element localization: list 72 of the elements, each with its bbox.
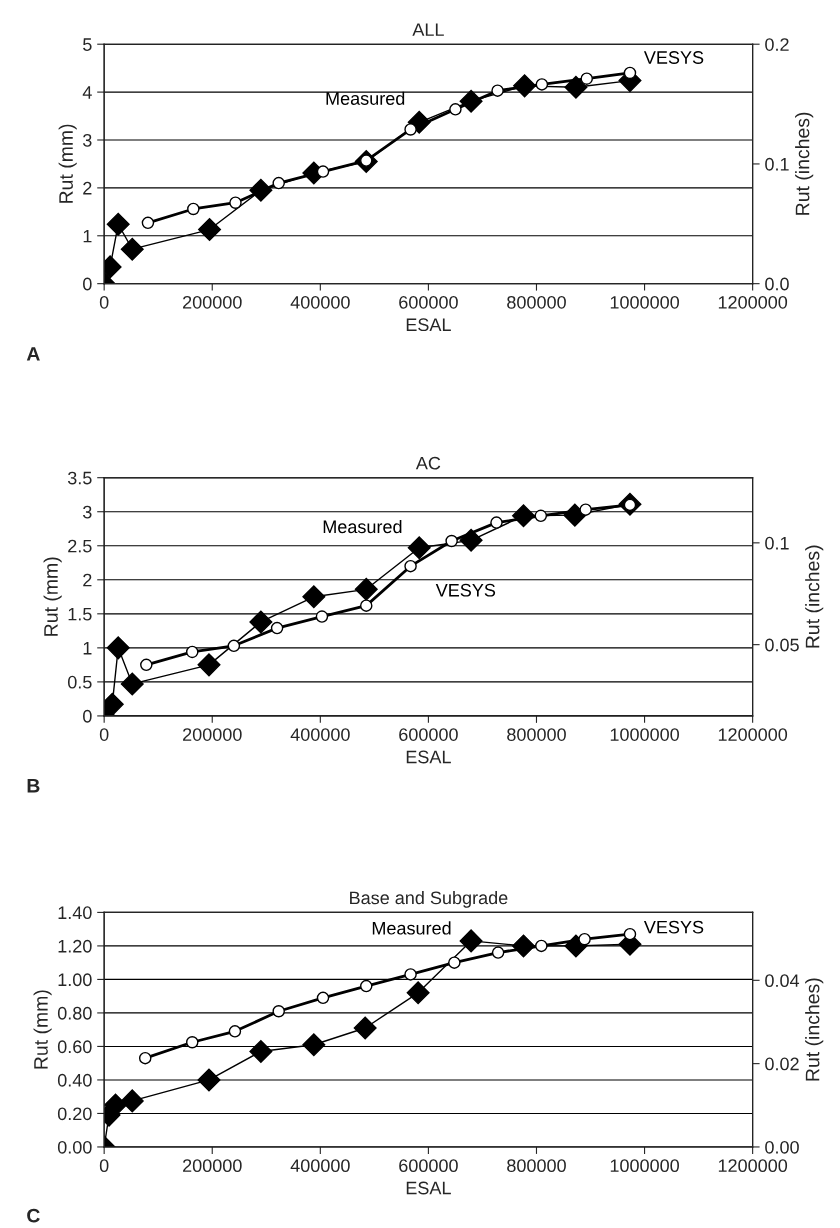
y2-tick-label: 0.1 [765,157,789,171]
y-tick-label: 0 [83,709,92,723]
y-axis-title: Rut (mm) [33,990,52,1069]
x-axis-title: ESAL [406,1181,451,1195]
x-tick-label: 400000 [290,1159,350,1173]
x-tick-label: 0 [99,295,109,309]
x-tick-label: 1200000 [718,295,788,309]
y-tick-label: 0.5 [67,675,92,689]
y-tick-label: 2.5 [68,539,92,553]
series-label: VESYS [643,51,704,64]
y-tick-label: 1.00 [58,973,92,987]
y2-axis-title: Rut (inches) [795,112,814,215]
x-tick-label: 1200000 [718,728,788,741]
x-axis-title: ESAL [406,318,451,332]
y2-tick-label: 0.1 [765,536,789,550]
text: C [27,1208,40,1223]
x-axis-title: ESAL [406,750,451,764]
y-tick-label: 1.5 [68,607,92,621]
series-label: Measured [326,91,405,105]
x-tick-label: 1000000 [610,728,679,741]
x-tick-label: 600000 [399,295,458,309]
x-tick-label: 1000000 [610,295,679,309]
y2-tick-label: 0.04 [765,974,800,988]
x-tick-label: 0 [99,1159,109,1173]
y-axis-title: Rut (mm) [43,557,62,636]
y-tick-label: 2 [83,181,92,195]
y-tick-label: 2 [83,573,92,587]
y-tick-label: 1.40 [58,906,92,920]
series-label: Measured [372,921,451,935]
x-tick-label: 800000 [507,295,566,309]
y-tick-label: 0.80 [57,1006,92,1020]
y-tick-label: 1 [83,641,92,655]
x-tick-label: 200000 [183,728,242,741]
y2-axis-title: Rut (inches) [805,978,824,1081]
y-tick-label: 0.60 [57,1040,92,1054]
series-label: VESYS [435,583,496,597]
x-tick-label: 600000 [399,1159,458,1173]
y2-tick-label: 0.00 [765,1140,799,1154]
y2-tick-label: 0.02 [765,1057,799,1071]
y2-axis-title: Rut (inches) [805,545,824,648]
text: A [26,347,40,361]
chart-title: Base and Subgrade [350,890,508,908]
x-tick-label: 800000 [507,728,566,741]
y-axis-title: Rut (mm) [58,124,77,203]
x-tick-label: 400000 [290,728,350,741]
x-tick-label: 1000000 [610,1159,679,1173]
y-tick-label: 3 [83,505,92,519]
y-tick-label: 0 [83,277,92,291]
x-tick-label: 0 [99,728,109,741]
y-tick-label: 0.20 [57,1107,92,1121]
text: B [27,779,40,793]
x-tick-label: 1200000 [718,1159,788,1173]
series-label: Measured [323,519,402,534]
y2-tick-label: 0.05 [765,638,799,652]
chart-title: ALL [412,23,444,36]
y-tick-label: 0.00 [57,1140,92,1154]
y-tick-label: 3 [83,133,92,147]
y-tick-label: 4 [82,86,92,99]
y-tick-label: 0.40 [57,1073,92,1087]
x-tick-label: 200000 [183,295,242,309]
y-tick-label: 3.5 [67,471,92,485]
x-tick-label: 600000 [399,728,458,741]
chart-title: AC [415,456,441,470]
x-tick-label: 200000 [183,1159,242,1173]
series-label: VESYS [643,920,704,934]
y-tick-label: 1.20 [58,939,92,953]
y-tick-label: 5 [83,38,92,51]
y2-tick-label: 0.2 [765,38,789,51]
x-tick-label: 400000 [290,295,350,309]
y2-tick-label: 0.0 [765,277,789,291]
y-tick-label: 1 [83,229,92,243]
x-tick-label: 800000 [507,1159,566,1173]
